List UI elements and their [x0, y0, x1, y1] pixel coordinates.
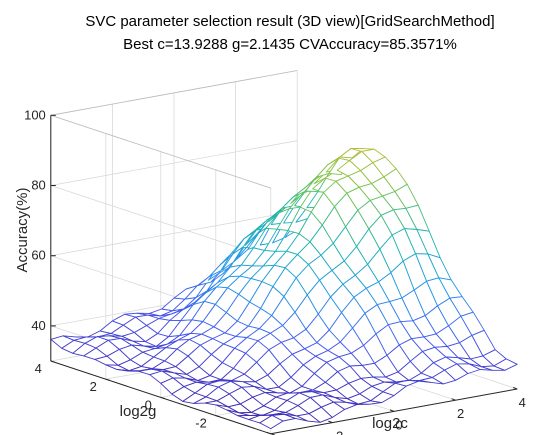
x-tick-label: -2 [332, 429, 344, 435]
x-tick-label: 0 [395, 417, 402, 432]
x-tick [513, 387, 518, 390]
y-tick [215, 415, 220, 418]
chart-subtitle: Best c=13.9288 g=2.1435 CVAccuracy=85.35… [123, 36, 457, 53]
y-axis-line [50, 360, 271, 435]
x-tick [451, 398, 456, 401]
x-tick-label: 2 [457, 406, 464, 421]
surface-mesh [50, 148, 518, 430]
x-tick [328, 420, 333, 424]
y-tick [105, 378, 110, 381]
y-tick [160, 396, 165, 400]
y-tick-label: 2 [90, 379, 97, 394]
z-tick-label: 80 [31, 178, 45, 193]
x-axis-label: log2c [372, 415, 408, 432]
y-tick-label: 0 [145, 397, 152, 412]
surface-cell [493, 358, 518, 371]
y-tick-label: 4 [35, 361, 42, 376]
x-tick [389, 409, 395, 412]
x-tick [266, 431, 271, 435]
y-tick-label: -4 [250, 434, 262, 435]
y-tick [50, 360, 55, 363]
x-tick-label: 4 [519, 395, 526, 410]
z-tick-label: 60 [31, 248, 45, 263]
z-tick-label: 100 [24, 107, 46, 122]
z-tick-label: 40 [31, 318, 45, 333]
y-tick-label: -2 [195, 416, 207, 431]
y-axis-label: log2g [120, 403, 157, 420]
chart-title: SVC parameter selection result (3D view)… [85, 13, 494, 30]
z-axis-label: Accuracy(%) [14, 187, 31, 272]
axes: 406080100-4-2024-4-2024Accuracy(%)log2gl… [14, 107, 526, 435]
